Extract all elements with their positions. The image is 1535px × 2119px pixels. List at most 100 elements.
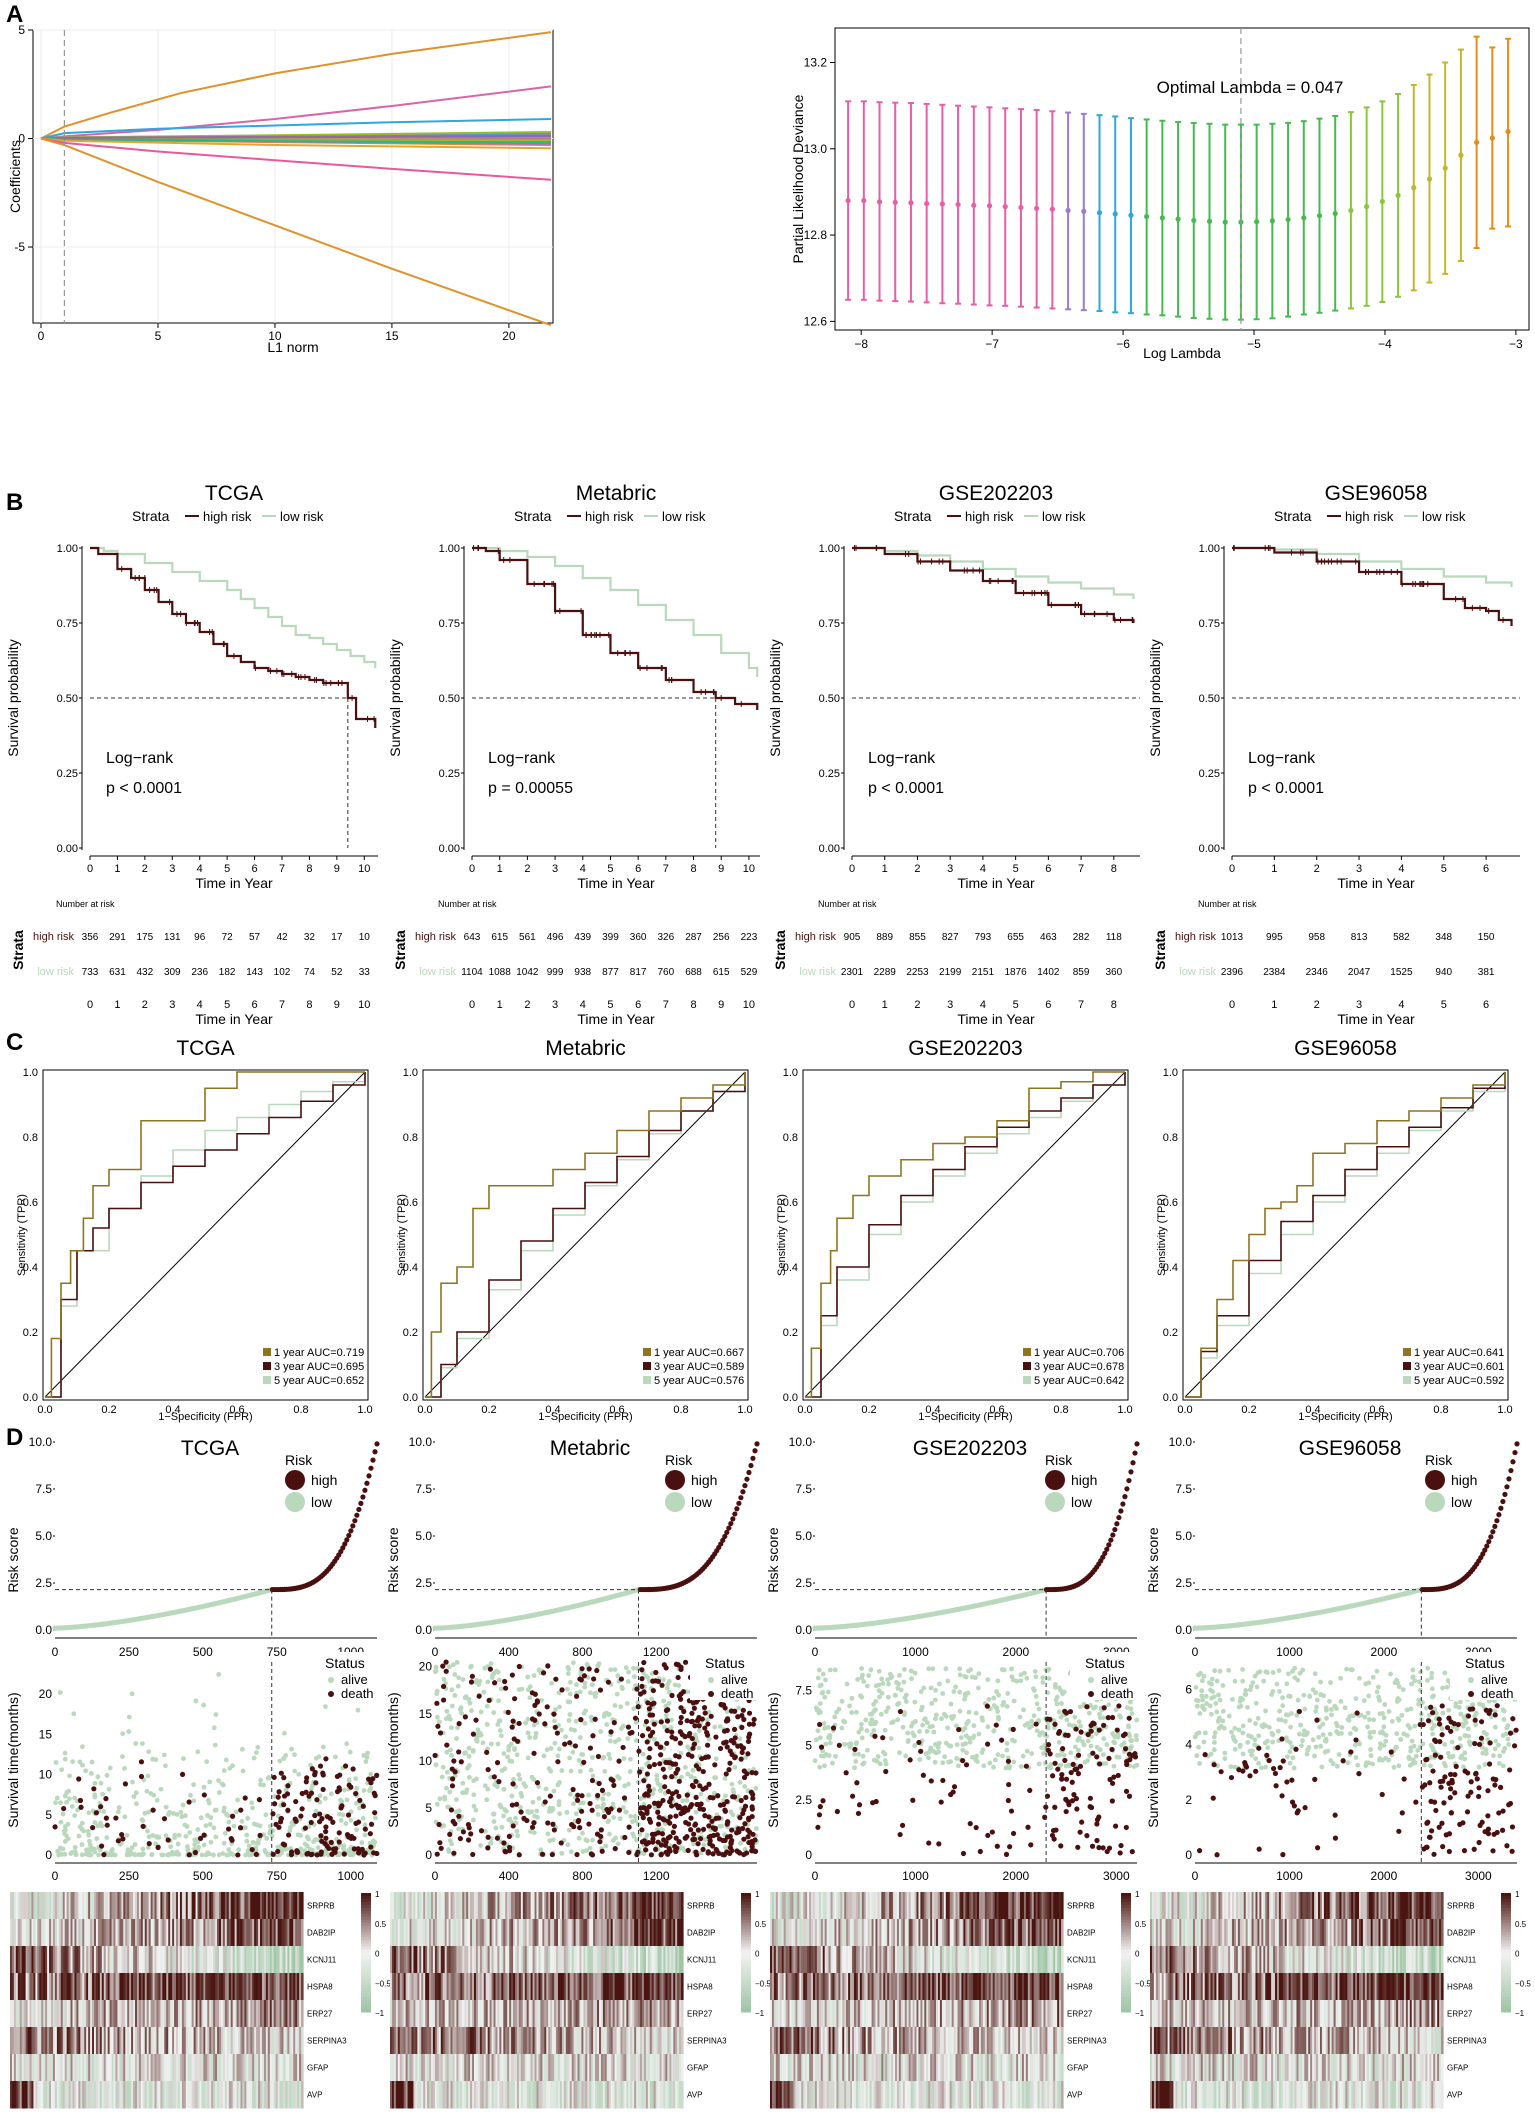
heatmap-cell: [671, 1946, 674, 1974]
surv-point-death: [432, 1752, 438, 1759]
heatmap-cell: [191, 1892, 195, 1920]
risk-legend-title: Risk: [665, 1452, 693, 1468]
surv-point-death: [589, 1777, 596, 1784]
heatmap-cell: [215, 2054, 218, 2082]
heatmap-cell: [226, 2027, 230, 2055]
surv-point-death: [709, 1818, 715, 1824]
heatmap-cell: [158, 2054, 162, 2082]
heatmap-cell: [277, 2000, 281, 2028]
heatmap-cell: [546, 1919, 549, 1947]
surv-point-death: [285, 1807, 291, 1813]
heatmap-legend-label: −1: [375, 2009, 385, 2018]
roc-ytick-label: 1.0: [783, 1067, 798, 1079]
heatmap-cell: [261, 2027, 265, 2055]
surv-point-alive: [523, 1720, 529, 1726]
km-ytick-label: 1.00: [439, 543, 460, 555]
roc-legend-3yr: 3 year AUC=0.589: [654, 1361, 744, 1373]
surv-point-alive: [505, 1754, 511, 1760]
heatmap-cell: [15, 2027, 19, 2055]
risk-table-xtick-label: 6: [1483, 999, 1489, 1011]
heatmap-cell: [240, 2081, 244, 2109]
heatmap-cell: [458, 1892, 461, 1920]
risk-table-cell-low: 381: [1478, 967, 1495, 978]
surv-point-alive: [284, 1846, 290, 1852]
heatmap-cell: [659, 1946, 663, 1974]
surv-point-death: [691, 1741, 698, 1747]
heatmap-cell: [472, 1973, 475, 2001]
heatmap-cell: [146, 1892, 150, 1920]
heatmap-cell: [19, 2081, 23, 2109]
surv-point-death: [575, 1792, 581, 1798]
heatmap-cell: [164, 1973, 167, 2001]
surv-point-death: [608, 1776, 614, 1782]
surv-point-death: [569, 1821, 575, 1828]
surv-point-death: [318, 1849, 324, 1855]
heatmap-cell: [246, 1973, 249, 2001]
heatmap-legend-swatch: [361, 1994, 371, 1998]
heatmap-cell: [419, 1919, 422, 1947]
surv-point-alive: [654, 1777, 660, 1783]
surv-point-death: [685, 1847, 691, 1854]
heatmap-cell: [626, 1919, 629, 1947]
risk-table-xtick-label: 6: [635, 999, 641, 1011]
surv-point-alive: [523, 1784, 528, 1789]
surv-point-death: [728, 1708, 735, 1714]
surv-point-death: [716, 1850, 722, 1857]
heatmap-cell: [470, 1892, 473, 1920]
heatmap-cell: [84, 1892, 87, 1920]
heatmap-cell: [37, 2000, 40, 2028]
heatmap-cell: [197, 1892, 201, 1920]
surv-point-alive: [75, 1807, 80, 1813]
heatmap-cell: [643, 1919, 647, 1947]
surv-point-death: [749, 1844, 755, 1850]
heatmap-cell: [585, 1892, 588, 1920]
heatmap-cell: [177, 1892, 181, 1920]
surv-point-alive: [557, 1704, 562, 1710]
surv-point-alive: [607, 1831, 612, 1837]
cv-point: [971, 202, 977, 208]
surv-point-death: [440, 1697, 447, 1703]
cv-point: [1426, 176, 1433, 182]
surv-point-alive: [557, 1811, 563, 1817]
surv-point-alive: [614, 1691, 620, 1697]
risk-table-xtick-label: 1: [114, 999, 120, 1011]
km-curve-high: [852, 546, 1135, 623]
surv-point-death: [673, 1848, 679, 1855]
heatmap-cell: [31, 2027, 35, 2055]
surv-point-alive: [582, 1720, 588, 1726]
surv-point-death: [665, 1818, 671, 1824]
surv-xtick-label: 0: [52, 1869, 59, 1883]
surv-point-death: [712, 1762, 718, 1768]
surv-point-alive: [577, 1689, 583, 1695]
heatmap-cell: [39, 2000, 42, 2028]
surv-point-alive: [490, 1811, 496, 1817]
heatmap-cell: [33, 2027, 36, 2055]
heatmap-cell: [111, 2000, 115, 2028]
surv-point-alive: [622, 1783, 628, 1789]
risk-table-cell-low: 733: [82, 967, 99, 978]
cv-point: [1222, 219, 1228, 225]
heatmap-cell: [90, 1892, 93, 1920]
surv-point-alive: [598, 1729, 604, 1734]
km-xtick-label: 7: [279, 863, 285, 875]
surv-point-alive: [489, 1675, 495, 1680]
heatmap-cell: [183, 2054, 187, 2082]
risk-table-cell-low: 877: [602, 967, 619, 978]
heatmap-cell: [19, 1919, 23, 1947]
heatmap-cell: [265, 2081, 269, 2109]
heatmap-cell: [538, 1892, 542, 1920]
surv-point-death: [98, 1843, 105, 1849]
surv-point-alive: [359, 1840, 365, 1846]
surv-point-alive: [107, 1765, 113, 1771]
heatmap-cell: [25, 1919, 29, 1947]
heatmap-cell: [579, 1892, 583, 1920]
heatmap-cell: [117, 2027, 120, 2055]
surv-point-alive: [347, 1749, 353, 1755]
cv-point: [1364, 204, 1370, 210]
surv-point-death: [532, 1702, 538, 1708]
heatmap-cell: [86, 1919, 89, 1947]
risk-table-xtick-label: 8: [1111, 999, 1117, 1011]
heatmap-cell: [41, 1946, 44, 1974]
heatmap-cell: [95, 2081, 99, 2109]
heatmap-cell: [226, 1973, 230, 2001]
